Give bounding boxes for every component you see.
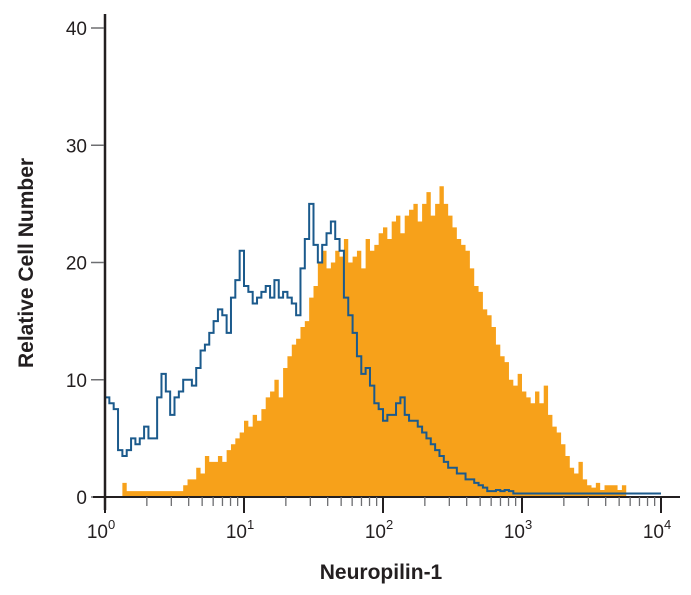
y-tick-label: 30 xyxy=(66,136,87,157)
y-axis: 0 10 20 30 40 xyxy=(66,14,107,510)
x-tick-label: 104 xyxy=(643,517,671,543)
y-tick-label: 40 xyxy=(66,19,87,40)
x-axis: 100 101 102 103 104 xyxy=(87,496,680,543)
x-tick-label: 101 xyxy=(226,517,254,543)
y-tick-label: 0 xyxy=(76,488,87,509)
y-axis-title: Relative Cell Number xyxy=(15,158,38,368)
y-tick-label: 10 xyxy=(66,371,87,392)
x-ticks: 100 101 102 103 104 xyxy=(87,497,671,543)
x-tick-label: 103 xyxy=(504,517,532,543)
x-axis-title: Neuropilin-1 xyxy=(320,561,443,584)
neuropilin-1-filled-histogram xyxy=(105,186,661,497)
y-ticks: 0 10 20 30 40 xyxy=(66,19,104,509)
series-layer xyxy=(104,186,661,497)
y-tick-label: 20 xyxy=(66,254,87,275)
x-tick-label: 100 xyxy=(87,517,115,543)
x-tick-label: 102 xyxy=(365,517,393,543)
isotype-control-outline-histogram xyxy=(104,202,661,497)
